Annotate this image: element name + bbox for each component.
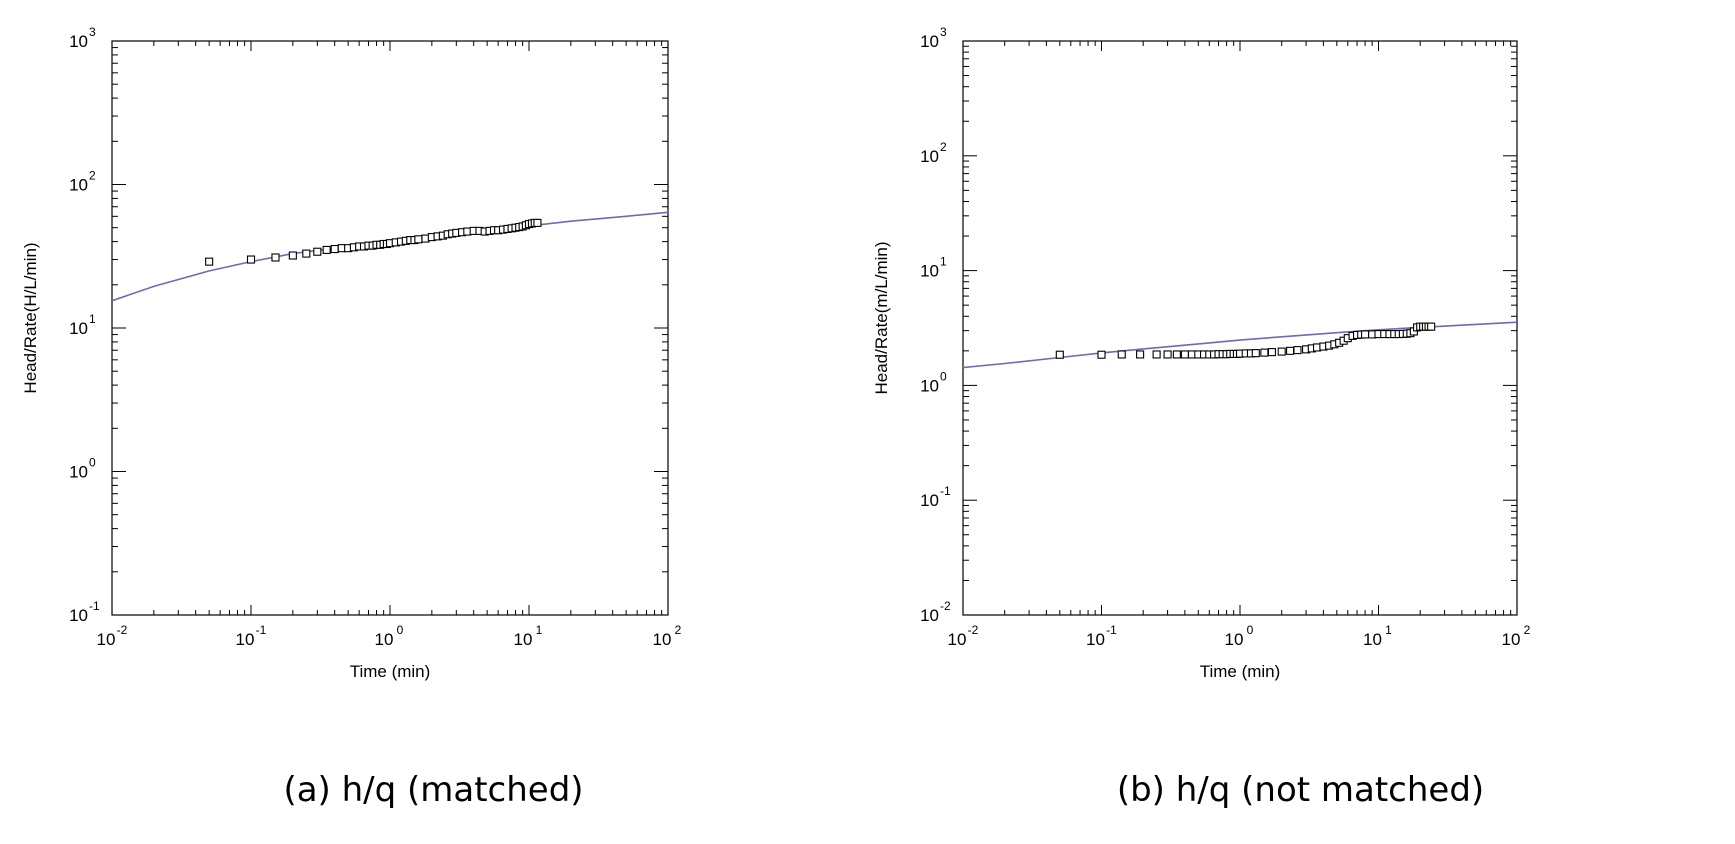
data-point xyxy=(271,253,280,262)
data-point xyxy=(302,249,311,258)
x-tick-label-exponent: 1 xyxy=(1385,623,1392,637)
data-point xyxy=(1136,350,1145,359)
data-point xyxy=(1180,350,1189,359)
y-tick-label: 10 xyxy=(69,176,88,195)
x-tick-label-exponent: 2 xyxy=(1524,623,1531,637)
data-point xyxy=(313,247,322,256)
data-point xyxy=(1097,350,1106,359)
data-point xyxy=(288,251,297,260)
data-point xyxy=(1286,346,1295,355)
y-axis-label: Head/Rate(H/L/min) xyxy=(21,242,40,393)
chart-panel-a: 10 -2 10 -1 10 0 10 1 10 2 10 -1 10 0 10 1 10 2 10 3 Time (m… xyxy=(0,0,867,844)
data-point xyxy=(1260,348,1269,357)
x-tick-label: 10 xyxy=(1502,630,1521,649)
observed-points xyxy=(205,218,542,266)
x-tick-label-exponent: 0 xyxy=(397,623,404,637)
y-tick-label: 10 xyxy=(69,606,88,625)
x-tick-label-exponent: -1 xyxy=(1106,623,1117,637)
data-point xyxy=(1163,350,1172,359)
chart-panel-b: 10 -2 10 -1 10 0 10 1 10 2 10 -2 10 -1 10 0 10 1 10 2 10 3 Tim… xyxy=(867,0,1734,844)
x-tick-label: 10 xyxy=(653,630,672,649)
x-tick-label: 10 xyxy=(1363,630,1382,649)
y-tick-label-exponent: 1 xyxy=(940,255,947,269)
x-tick-label-exponent: -2 xyxy=(117,623,128,637)
data-point xyxy=(1055,350,1064,359)
x-tick-label: 10 xyxy=(375,630,394,649)
y-tick-label-exponent: 1 xyxy=(89,312,96,326)
y-tick-label-exponent: 3 xyxy=(940,25,947,39)
axis-ticks xyxy=(962,41,1517,616)
y-tick-label: 10 xyxy=(920,147,939,166)
x-tick-label: 10 xyxy=(948,630,967,649)
y-tick-label-exponent: 2 xyxy=(89,169,96,183)
x-tick-label-exponent: 2 xyxy=(675,623,682,637)
x-tick-label-exponent: -1 xyxy=(256,623,267,637)
x-tick-label: 10 xyxy=(97,630,116,649)
y-tick-label: 10 xyxy=(920,491,939,510)
x-axis-label: Time (min) xyxy=(1200,662,1281,681)
data-point xyxy=(1361,330,1370,339)
x-tick-label: 10 xyxy=(1086,630,1105,649)
axis-ticks xyxy=(111,41,668,616)
x-tick-label-exponent: 0 xyxy=(1247,623,1254,637)
y-tick-label-exponent: -2 xyxy=(940,599,951,613)
data-point xyxy=(1172,350,1181,359)
y-tick-label-exponent: 3 xyxy=(89,25,96,39)
type-curve-line xyxy=(112,211,668,302)
data-point xyxy=(1267,348,1276,357)
caption-b: (b) h/q (not matched) xyxy=(1116,770,1485,810)
data-point xyxy=(1152,350,1161,359)
data-point xyxy=(1117,350,1126,359)
plot-frame xyxy=(111,40,669,616)
data-point xyxy=(246,255,256,264)
x-axis-label: Time (min) xyxy=(350,662,431,681)
data-point xyxy=(322,245,331,254)
y-tick-label: 10 xyxy=(920,376,939,395)
data-point xyxy=(205,257,214,266)
y-tick-label: 10 xyxy=(920,32,939,51)
y-tick-label-exponent: 0 xyxy=(89,456,96,470)
y-tick-label-exponent: -1 xyxy=(89,599,100,613)
y-tick-label-exponent: 2 xyxy=(940,140,947,154)
chart-b-svg: 10 -2 10 -1 10 0 10 1 10 210 -210 -110 010 110 210 3Tim… xyxy=(872,25,1531,681)
caption-a: (a) h/q (matched) xyxy=(283,770,584,810)
x-tick-label: 10 xyxy=(236,630,255,649)
data-point xyxy=(1427,322,1436,331)
y-tick-label: 10 xyxy=(69,319,88,338)
x-tick-label-exponent: -2 xyxy=(968,623,979,637)
y-tick-label-exponent: -1 xyxy=(940,484,951,498)
x-tick-label: 10 xyxy=(1225,630,1244,649)
y-tick-label: 10 xyxy=(69,463,88,482)
y-tick-label: 10 xyxy=(920,262,939,281)
data-point xyxy=(1293,346,1302,355)
data-point xyxy=(533,218,542,227)
data-point xyxy=(414,235,423,244)
data-point xyxy=(330,244,339,254)
y-axis-label: Head/Rate(m/L/min) xyxy=(872,241,891,394)
observed-points xyxy=(1055,322,1436,359)
y-tick-label: 10 xyxy=(69,32,88,51)
y-tick-label: 10 xyxy=(920,606,939,625)
y-tick-label-exponent: 0 xyxy=(940,369,947,383)
x-tick-label-exponent: 1 xyxy=(536,623,543,637)
x-tick-label: 10 xyxy=(514,630,533,649)
data-point xyxy=(1251,349,1260,358)
data-point xyxy=(1277,347,1286,356)
